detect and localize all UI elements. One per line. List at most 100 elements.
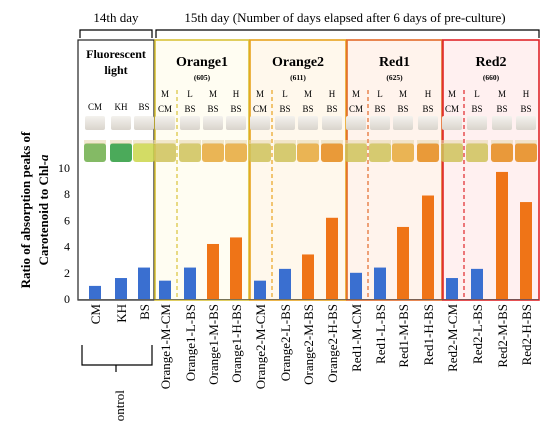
tube-rim (369, 140, 391, 144)
culture-tube (466, 143, 488, 162)
bar-Red2-M-CM (446, 278, 458, 299)
bar-Red1-L-BS (374, 267, 386, 299)
culture-tube (179, 143, 201, 162)
tube-cap (442, 116, 462, 130)
tube-cap (155, 116, 175, 130)
tube-cap (250, 116, 270, 130)
y-axis-label-main: Carotenoid to Chl- (36, 161, 51, 265)
tube-cap (298, 116, 318, 130)
condition-code: L (187, 89, 193, 99)
culture-tube (515, 143, 537, 162)
tube-rim (225, 140, 247, 144)
tube-rim (274, 140, 296, 144)
culture-tube (297, 143, 319, 162)
bar-Red2-L-BS (471, 268, 483, 299)
panel-wavelength: (660) (483, 73, 500, 82)
tube-cap (180, 116, 200, 130)
x-tick-label: Red2-M-CM (445, 304, 460, 372)
x-tick-label: Red2-M-BS (495, 304, 510, 368)
bar-Orange1-M-BS (207, 243, 219, 299)
panel-title: Red2 (475, 55, 506, 70)
y-axis-label-line2: Carotenoid to Chl-a (36, 154, 51, 265)
condition-medium: CM (158, 104, 172, 114)
bar-Orange2-H-BS (326, 217, 338, 299)
tube-cap (203, 116, 223, 130)
x-tick-label: Red1-L-BS (373, 304, 388, 364)
culture-tube (110, 143, 132, 162)
y-axis-ticks: 0 2 4 6 8 10 (58, 161, 70, 306)
condition-medium: BS (397, 104, 408, 114)
bracket-14th-day (79, 29, 153, 38)
panel-frame (77, 39, 155, 301)
tube-cap (275, 116, 295, 130)
x-tick-label: Red1-M-CM (349, 304, 364, 372)
bar-Orange1-H-BS (230, 237, 242, 299)
condition-code: H (523, 89, 530, 99)
condition-medium: BS (207, 104, 218, 114)
condition-medium: BS (374, 104, 385, 114)
condition-code: M (498, 89, 506, 99)
tube-cap (393, 116, 413, 130)
x-tick-label: Red1-H-BS (421, 304, 436, 365)
y-axis-label-italic: a (36, 154, 51, 161)
y-axis-label-line1: Ratio of absorption peaks of (18, 131, 33, 288)
x-tick-label: Orange2-M-CM (253, 304, 268, 390)
panel-title: Fluorescent (86, 47, 146, 61)
condition-medium: BS (422, 104, 433, 114)
tube-cap (111, 116, 131, 130)
condition-medium: BS (302, 104, 313, 114)
tube-rim (515, 140, 537, 144)
x-tick-label: Red1-M-BS (396, 304, 411, 368)
condition-medium: BS (520, 104, 531, 114)
condition-medium: BS (326, 104, 337, 114)
tube-rim (466, 140, 488, 144)
y-tick-label: 10 (58, 161, 70, 175)
panel-title-line2: light (104, 63, 127, 77)
culture-tube (274, 143, 296, 162)
condition-code: M (161, 89, 169, 99)
x-tick-label: KH (114, 304, 129, 323)
x-axis-labels: CM KH BS Orange1-M-CM Orange1-L-BS Orange1-M-… (88, 304, 534, 390)
tube-rim (297, 140, 319, 144)
condition-code: M (304, 89, 312, 99)
condition-code: H (233, 89, 240, 99)
tube-cap (516, 116, 536, 130)
bar-Orange2-M-BS (302, 254, 314, 299)
condition-medium: BS (471, 104, 482, 114)
tube-rim (417, 140, 439, 144)
tube-rim (249, 140, 271, 144)
culture-tube (154, 143, 176, 162)
bar-Orange1-L-BS (184, 267, 196, 299)
condition-code: L (282, 89, 288, 99)
condition-medium: BS (279, 104, 290, 114)
bar-Orange2-L-BS (279, 268, 291, 299)
panel-title: Orange2 (272, 55, 324, 70)
tube-cap (467, 116, 487, 130)
header-14th-day: 14th day (93, 10, 139, 25)
culture-tube (491, 143, 513, 162)
culture-tube (249, 143, 271, 162)
panel-3: Orange2 (611) M CM L BS M BS H BS (249, 39, 347, 301)
y-tick-label: 2 (64, 266, 70, 280)
panel-title: Orange1 (176, 55, 228, 70)
condition-medium: BS (184, 104, 195, 114)
culture-tube (392, 143, 414, 162)
header-15th-day: 15th day (Number of days elapsed after 6… (184, 10, 505, 25)
culture-tube (225, 143, 247, 162)
x-tick-label: Red2-H-BS (519, 304, 534, 365)
tube-rim (392, 140, 414, 144)
x-tick-label: BS (137, 304, 152, 320)
x-tick-label: Orange1-M-CM (158, 304, 173, 390)
y-tick-label: 4 (64, 240, 70, 254)
condition-code: M (256, 89, 264, 99)
condition-code: L (474, 89, 480, 99)
bar-Red1-H-BS (422, 195, 434, 299)
control-group: Control (81, 345, 153, 421)
bar-Orange2-M-CM (254, 280, 266, 299)
bracket-15th-day (155, 29, 540, 38)
bar-Red1-M-CM (350, 272, 362, 299)
x-tick-label: Orange2-M-BS (301, 304, 316, 385)
condition-code: L (377, 89, 383, 99)
bar-Red2-H-BS (520, 202, 532, 299)
